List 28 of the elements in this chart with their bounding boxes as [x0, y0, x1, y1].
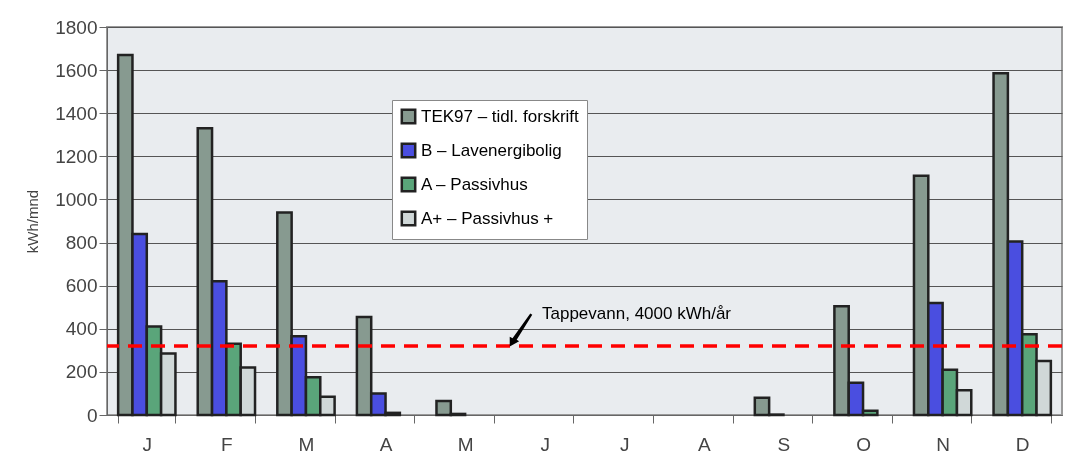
- x-tick-label: J: [620, 433, 630, 454]
- legend-label: B – Lavenergibolig: [421, 140, 562, 160]
- y-tick-label: 200: [65, 361, 98, 383]
- x-tick-label: M: [457, 433, 474, 454]
- y-tick-label: 1600: [55, 59, 98, 81]
- legend-label: TEK97 – tidl. forskrift: [421, 106, 580, 126]
- y-tick-label: 1800: [55, 16, 98, 38]
- legend-label: A – Passivhus: [421, 174, 528, 194]
- y-tick-label: 1000: [55, 188, 98, 210]
- x-tick-label: J: [540, 433, 550, 454]
- y-axis-title: kWh/mnd: [24, 189, 42, 254]
- x-tick-label: S: [777, 433, 791, 454]
- y-tick-label: 0: [86, 404, 98, 426]
- x-tick-label: N: [936, 433, 950, 454]
- y-tick-label: 400: [65, 318, 98, 340]
- x-tick-label: O: [856, 433, 871, 454]
- ref-line-label: Tappevann, 4000 kWh/år: [542, 304, 732, 324]
- y-tick-label: 800: [65, 232, 98, 254]
- x-tick-label: A: [379, 433, 393, 454]
- y-tick-label: 600: [65, 275, 98, 297]
- x-tick-label: D: [1015, 433, 1030, 454]
- legend-label: A+ – Passivhus +: [421, 208, 554, 228]
- x-tick-label: F: [221, 433, 233, 454]
- y-tick-label: 1400: [55, 102, 98, 124]
- y-tick-label: 1200: [55, 145, 98, 167]
- x-tick-label: A: [698, 433, 712, 454]
- x-tick-label: M: [298, 433, 315, 454]
- x-tick-label: J: [142, 433, 153, 454]
